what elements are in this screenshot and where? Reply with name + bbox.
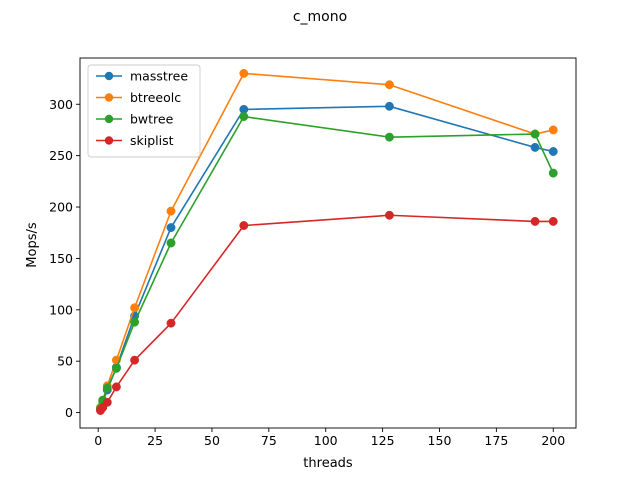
- legend: masstree btreeolc bwtree skiplist: [87, 64, 201, 158]
- legend-label: skiplist: [130, 133, 174, 148]
- legend-marker: [104, 71, 114, 81]
- data-point-skiplist: [239, 221, 249, 230]
- y-tick-label: 50: [57, 354, 73, 369]
- data-point-btreeolc: [166, 206, 176, 216]
- legend-label: masstree: [130, 69, 188, 84]
- data-point-skiplist: [111, 382, 121, 392]
- y-tick-label: 200: [49, 200, 73, 215]
- y-axis: 0 50 100 150 200 250 300: [49, 97, 80, 420]
- y-tick-label: 300: [49, 97, 73, 112]
- legend-label: btreeolc: [130, 90, 181, 105]
- x-tick-label: 100: [314, 433, 338, 448]
- legend-item-masstree: masstree: [96, 69, 188, 84]
- data-point-skiplist: [130, 355, 140, 365]
- y-tick-label: 250: [49, 148, 73, 163]
- series-layer: [96, 68, 558, 415]
- x-tick-label: 125: [371, 433, 395, 448]
- data-point-btreeolc: [239, 68, 249, 78]
- x-tick-label: 25: [147, 433, 163, 448]
- data-point-masstree: [166, 223, 176, 233]
- x-tick-label: 75: [261, 433, 277, 448]
- data-point-bwtree: [102, 383, 112, 393]
- y-axis-label: Mops/s: [25, 222, 40, 268]
- data-point-skiplist: [548, 216, 558, 226]
- data-point-skiplist: [530, 216, 540, 226]
- plot-frame: [79, 57, 577, 429]
- x-tick-label: 50: [204, 433, 220, 448]
- data-point-skiplist: [166, 318, 176, 328]
- x-tick-label: 175: [484, 433, 508, 448]
- legend-item-bwtree: bwtree: [96, 112, 174, 127]
- data-point-btreeolc: [384, 80, 394, 90]
- data-point-btreeolc: [548, 125, 558, 135]
- legend-marker: [104, 114, 114, 124]
- data-point-bwtree: [530, 129, 540, 139]
- data-point-skiplist: [102, 397, 112, 407]
- data-point-masstree: [548, 147, 558, 156]
- data-point-bwtree: [384, 132, 394, 142]
- data-point-bwtree: [548, 168, 558, 178]
- y-tick-label: 150: [49, 251, 73, 266]
- series-skiplist: [96, 210, 558, 415]
- legend-item-btreeolc: btreeolc: [96, 90, 181, 105]
- data-point-bwtree: [166, 238, 176, 248]
- data-point-bwtree: [130, 317, 140, 327]
- legend-box: [87, 64, 201, 158]
- y-tick-label: 0: [65, 405, 73, 420]
- legend-label: bwtree: [130, 112, 174, 127]
- data-point-bwtree: [111, 363, 121, 373]
- legend-marker: [104, 93, 114, 102]
- series-line-bwtree: [99, 115, 554, 409]
- legend-marker: [104, 136, 114, 145]
- data-point-skiplist: [384, 210, 394, 220]
- data-point-bwtree: [239, 112, 249, 122]
- series-bwtree: [96, 112, 558, 413]
- x-axis: 0 25 50 75 100 125 150 175 200: [94, 428, 565, 448]
- x-tick-label: 0: [94, 433, 102, 448]
- chart-title: c_mono: [293, 9, 347, 25]
- data-point-masstree: [384, 101, 394, 111]
- x-tick-label: 200: [541, 433, 565, 448]
- data-point-masstree: [530, 142, 540, 152]
- x-tick-label: 150: [428, 433, 452, 448]
- y-tick-label: 100: [49, 302, 73, 317]
- x-axis-label: threads: [303, 456, 353, 471]
- data-point-btreeolc: [130, 303, 140, 313]
- legend-item-skiplist: skiplist: [96, 133, 174, 148]
